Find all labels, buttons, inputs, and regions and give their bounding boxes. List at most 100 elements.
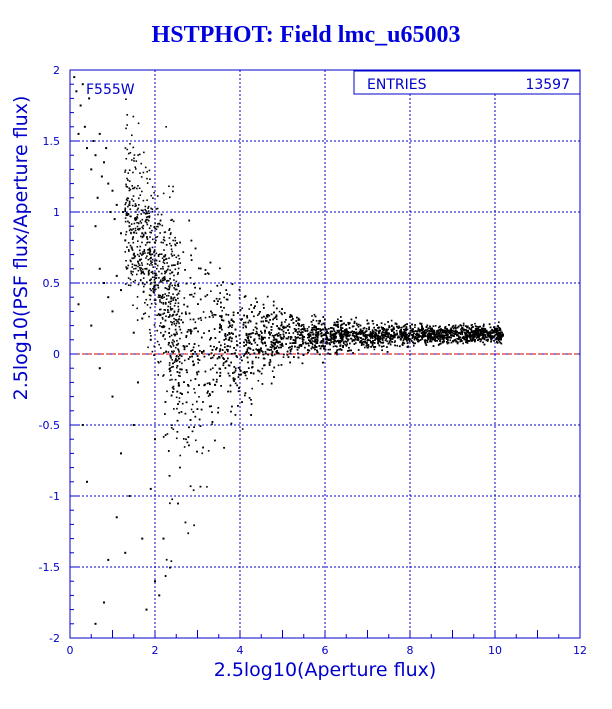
data-point <box>402 341 404 344</box>
data-point <box>433 336 436 338</box>
data-point <box>245 326 248 329</box>
data-point <box>442 331 445 334</box>
data-point <box>224 361 227 363</box>
data-point <box>372 346 375 348</box>
data-point <box>220 315 223 317</box>
data-point <box>254 333 257 335</box>
data-point <box>322 322 325 325</box>
data-point <box>405 327 407 330</box>
data-point <box>323 323 326 326</box>
data-point <box>220 385 222 387</box>
data-point <box>381 331 384 333</box>
data-point <box>195 400 198 403</box>
data-point <box>289 314 292 316</box>
data-point <box>269 359 272 361</box>
data-point <box>194 321 197 324</box>
data-point <box>486 340 489 342</box>
data-point <box>330 341 333 344</box>
data-point <box>464 336 466 339</box>
data-point <box>286 354 289 356</box>
data-point <box>213 313 215 316</box>
data-point <box>250 372 252 374</box>
data-point <box>474 332 476 334</box>
data-point <box>227 320 230 323</box>
data-point <box>304 346 306 349</box>
data-point <box>454 326 456 329</box>
data-point <box>331 334 334 337</box>
data-point <box>491 328 493 331</box>
data-point <box>199 298 202 301</box>
data-point <box>298 318 301 321</box>
data-point <box>358 332 360 334</box>
data-point <box>183 345 186 348</box>
data-point <box>462 335 465 338</box>
data-point <box>354 332 357 334</box>
data-point <box>295 336 298 339</box>
data-point <box>283 335 285 338</box>
data-point <box>183 381 185 383</box>
data-point <box>426 339 429 342</box>
data-point <box>128 495 131 497</box>
data-point <box>234 367 237 370</box>
data-point <box>194 439 197 442</box>
data-point <box>175 358 177 360</box>
data-point <box>439 342 442 345</box>
data-point <box>440 333 442 335</box>
data-point <box>495 338 497 341</box>
data-point <box>357 349 360 351</box>
data-point <box>199 287 201 290</box>
data-point <box>400 331 403 333</box>
data-point <box>347 334 349 337</box>
data-point <box>319 320 321 323</box>
data-point <box>250 399 252 401</box>
data-point <box>215 380 218 383</box>
data-point <box>483 338 486 341</box>
data-point <box>252 372 255 375</box>
data-point <box>232 333 234 335</box>
data-point <box>301 362 304 365</box>
data-point <box>182 321 184 324</box>
data-point <box>198 350 201 352</box>
data-point <box>333 335 336 338</box>
data-point <box>409 325 412 327</box>
data-point <box>348 327 351 329</box>
data-point <box>250 414 252 416</box>
data-point <box>446 328 448 331</box>
data-point <box>273 342 275 345</box>
data-point <box>347 350 349 352</box>
data-point <box>230 319 233 322</box>
data-point <box>311 331 314 333</box>
data-point <box>186 330 189 333</box>
data-point <box>382 335 384 338</box>
data-point <box>432 345 435 347</box>
data-point <box>423 339 426 342</box>
data-point <box>261 367 264 370</box>
data-point <box>414 324 416 326</box>
data-point <box>188 342 191 345</box>
data-point <box>185 313 187 315</box>
data-point <box>481 337 484 340</box>
data-point <box>177 283 179 286</box>
data-point <box>193 283 195 285</box>
data-point <box>352 332 355 335</box>
data-point <box>244 321 247 324</box>
data-point <box>311 346 314 348</box>
data-point <box>331 327 333 329</box>
data-point <box>282 337 285 340</box>
data-point <box>439 340 441 342</box>
data-point <box>247 321 250 324</box>
data-point <box>451 331 453 334</box>
data-point <box>450 329 452 332</box>
data-point <box>417 327 420 330</box>
data-point <box>320 329 323 331</box>
data-point <box>168 474 171 477</box>
data-point <box>245 339 248 342</box>
data-point <box>408 340 411 343</box>
data-point <box>292 317 294 320</box>
data-point <box>241 359 243 362</box>
data-point <box>228 294 231 296</box>
data-point <box>411 337 414 339</box>
data-point <box>329 333 332 336</box>
data-point <box>361 343 363 345</box>
data-point <box>361 331 364 333</box>
